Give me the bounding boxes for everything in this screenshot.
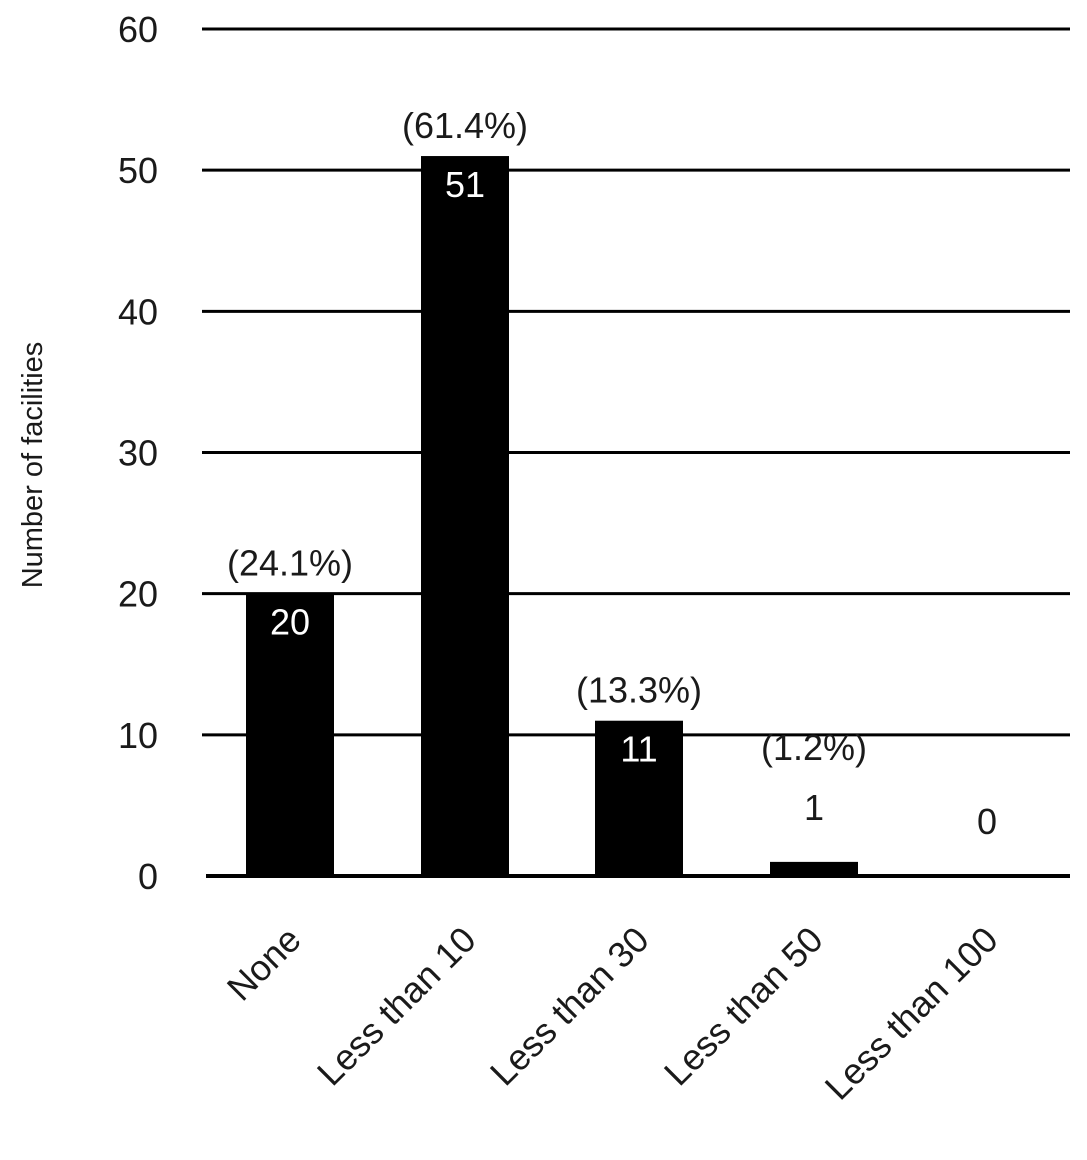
y-tick-label: 40 <box>118 291 158 332</box>
y-tick-label: 10 <box>118 715 158 756</box>
bar <box>770 861 858 876</box>
x-tick-label: Less than 10 <box>309 919 484 1094</box>
y-tick-label: 30 <box>118 433 158 474</box>
percent-label: (1.2%) <box>761 727 867 768</box>
bar <box>246 593 334 876</box>
percent-label: (13.3%) <box>576 670 702 711</box>
value-label: 1 <box>804 787 824 828</box>
y-tick-label: 50 <box>118 150 158 191</box>
bars <box>206 156 1070 878</box>
y-tick-label: 0 <box>138 856 158 897</box>
x-tick-label: Less than 50 <box>656 919 831 1094</box>
value-label: 20 <box>270 602 310 643</box>
x-tick-label: Less than 100 <box>817 919 1006 1108</box>
data-labels: 20 (24.1%) 51 (61.4%) 11 (13.3%) 1 (1.2%) 0 <box>227 105 997 842</box>
x-tick-label: None <box>219 919 309 1009</box>
x-tick-label: Less than 30 <box>482 919 657 1094</box>
bar <box>595 720 683 876</box>
y-axis-label: Number of facilities <box>17 342 49 589</box>
value-label: 0 <box>977 801 997 842</box>
y-tick-label: 20 <box>118 574 158 615</box>
value-label: 11 <box>620 729 657 770</box>
y-tick-label: 60 <box>118 9 158 50</box>
percent-label: (24.1%) <box>227 543 353 584</box>
value-label: 51 <box>445 164 485 205</box>
bar <box>421 156 509 877</box>
percent-label: (61.4%) <box>402 105 528 146</box>
y-axis-ticks: 0 10 20 30 40 50 60 <box>118 9 158 897</box>
gridlines <box>202 27 1070 737</box>
